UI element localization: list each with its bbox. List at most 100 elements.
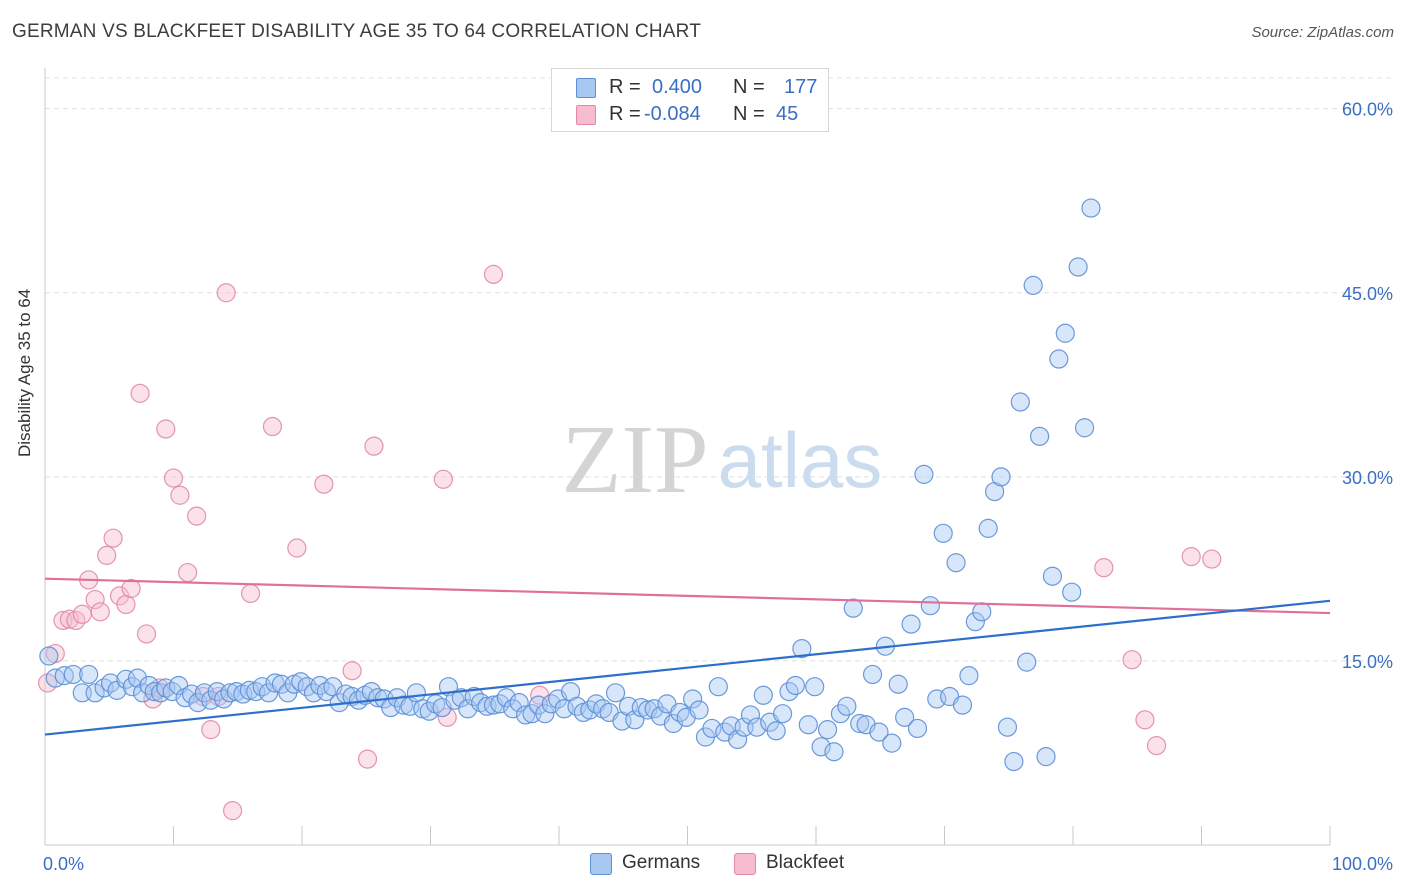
blackfeet-point [163,468,184,488]
legend-r-label: R = [609,76,641,98]
blackfeet-point [136,624,157,644]
german-point [830,704,851,724]
german-point [605,683,626,703]
german-point [419,701,439,721]
blackfeet-point [223,801,243,821]
blackfeet-point [1181,547,1201,567]
bottom-legend-label-blackfeet: Blackfeet [766,852,845,873]
blackfeet-point [156,419,176,439]
german-point [1017,652,1037,672]
blackfeet-point [178,562,198,583]
german-point [689,700,709,720]
german-point [798,715,818,735]
blackfeet-point [1202,549,1222,569]
y-tick-labels: 15.0% 30.0% 45.0% 60.0% [1342,100,1393,672]
blackfeet-point [437,707,457,727]
legend-r-label: R = [609,103,641,125]
legend-r-value-blackfeet: -0.084 [644,103,701,125]
bottom-legend-swatch-blackfeet [734,853,756,875]
german-point [1049,349,1069,369]
german-point [888,674,908,694]
german-point [907,718,928,739]
blackfeet-point [116,594,136,615]
y-tick-label: 45.0% [1342,284,1393,304]
blackfeet-point [201,720,221,740]
german-point [1023,275,1043,295]
blackfeet-point [103,528,123,548]
legend-row-blackfeet: R = -0.084 N = 45 [552,101,828,127]
german-point [85,683,105,703]
german-point [1074,418,1095,438]
blackfeet-trend-line [44,577,1331,615]
german-point [901,614,921,634]
german-point [869,722,889,742]
blackfeet-point [241,583,261,604]
german-point [1055,323,1075,343]
german-point [978,518,998,538]
blackfeet-point [483,264,504,284]
bottom-legend-swatch-germans [590,853,612,875]
stats-legend: R = 0.400 N = 177 R = -0.084 N = 45 [551,68,829,132]
german-point [683,689,703,709]
blackfeet-point [1122,650,1142,670]
german-point [175,688,195,708]
german-point [843,598,863,618]
blackfeet-point [170,485,190,505]
blackfeet-point [72,604,92,624]
blackfeet-point [130,383,150,403]
german-point [824,742,844,762]
blackfeet-point [364,436,384,456]
german-point [811,737,831,757]
german-point [406,683,426,703]
german-point [368,688,388,708]
legend-r-value-germans: 0.400 [652,76,703,98]
blackfeet-point [59,609,80,629]
legend-swatch-blackfeet [576,105,596,125]
german-point [393,695,414,715]
german-point [959,666,979,686]
german-point [535,704,555,724]
german-point [728,729,748,750]
axes [44,68,1331,846]
y-tick-label: 15.0% [1342,652,1393,672]
blackfeet-point [85,589,105,610]
blackfeet-point [187,506,207,526]
german-point [316,681,337,702]
german-point [946,553,966,573]
legend-n-value-germans: 177 [784,76,818,98]
x-tick-label-end: 100.0% [1332,854,1393,874]
trend-lines [44,577,1331,736]
german-point [1042,566,1063,586]
german-point [1036,747,1056,767]
german-point [895,707,915,727]
german-point [625,710,645,730]
german-point [882,733,902,753]
german-point [1081,198,1101,218]
german-point [785,675,806,696]
german-point [100,673,121,693]
y-tick-label: 30.0% [1342,468,1393,488]
german-point [1004,751,1024,772]
german-point [862,664,883,685]
y-tick-label: 60.0% [1342,100,1393,120]
watermark-atlas: atlas [718,416,883,504]
german-point [39,646,59,666]
x-tick-label-start: 0.0% [43,854,84,874]
german-point [837,696,857,716]
german-point [740,705,761,725]
german-point [670,702,690,723]
german-point [805,677,825,697]
watermark-zip: ZIP [562,406,709,514]
german-point [933,523,953,543]
german-point [753,685,773,705]
german-point [792,639,812,659]
legend-n-value-blackfeet: 45 [776,103,799,125]
bottom-legend-label-germans: Germans [622,852,701,873]
germans-points [39,198,1101,772]
german-point [991,467,1011,487]
german-point [952,695,973,715]
german-point [63,664,83,685]
german-point [850,713,870,734]
german-point [1062,582,1082,602]
german-point [515,705,536,725]
